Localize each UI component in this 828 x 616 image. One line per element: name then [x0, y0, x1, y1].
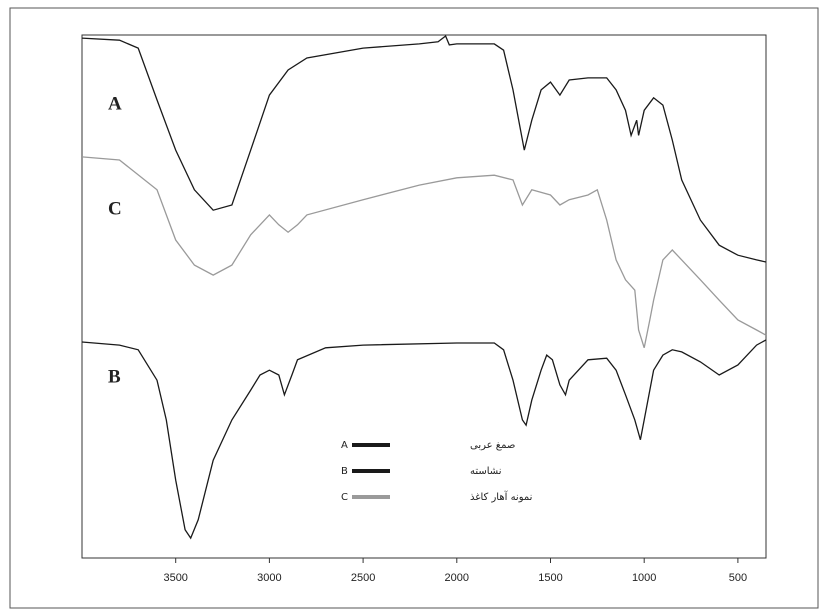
x-tick-label: 2000	[445, 572, 469, 584]
curve-label: B	[108, 366, 121, 387]
spectrum-line	[81, 156, 767, 348]
x-tick-label: 3000	[257, 572, 281, 584]
x-tick-label: 3500	[163, 572, 187, 584]
curve-label: C	[108, 198, 122, 219]
x-tick-label: 1500	[538, 572, 562, 584]
x-tick-label: 1000	[632, 572, 656, 584]
spectrum-line	[81, 34, 767, 263]
frame	[9, 7, 819, 609]
x-tick-label: 500	[729, 572, 747, 584]
legend-label: نشاسته	[470, 466, 502, 477]
legend-letter: A	[341, 440, 348, 451]
x-tick-label: 2500	[351, 572, 375, 584]
legend-label: نمونه آهار کاغذ	[470, 490, 532, 503]
legend-letter: C	[341, 492, 348, 503]
legend-label: صمغ عربی	[470, 440, 515, 451]
spectrum-line	[81, 339, 767, 540]
legend-letter: B	[341, 466, 348, 477]
curve-label: A	[108, 93, 122, 114]
plot-border	[81, 34, 767, 559]
